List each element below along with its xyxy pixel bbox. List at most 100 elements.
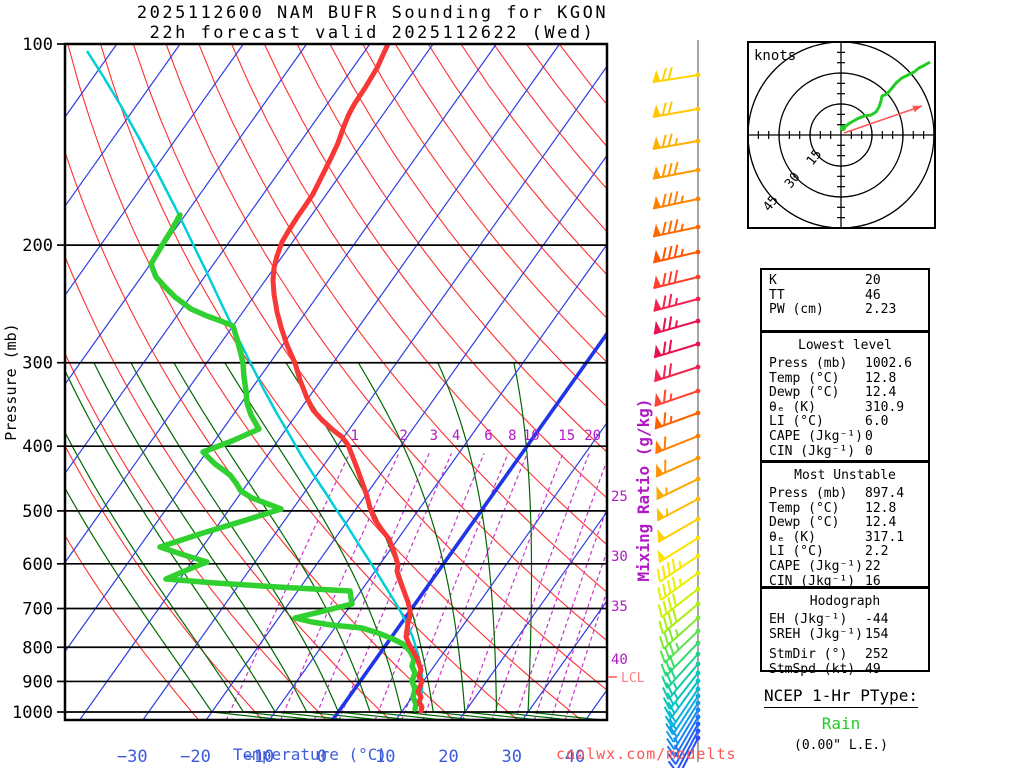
- stat-value: 46: [865, 287, 881, 303]
- mixing-ratio-label-right: 40: [611, 652, 628, 668]
- stat-row: θₑ (K) 310.9: [769, 399, 928, 416]
- isotherm-line: [65, 44, 181, 208]
- mixing-ratio-line: [491, 453, 590, 720]
- stat-label: TT: [769, 287, 785, 303]
- stat-value: 6.0: [865, 414, 889, 430]
- stat-row: Dewp (°C) 12.4: [769, 516, 928, 531]
- stat-value: 12.8: [865, 500, 897, 516]
- isotherm-line: [65, 44, 497, 653]
- wind-barb: [665, 700, 701, 743]
- wind-barb: [652, 66, 701, 84]
- mixing-ratio-line: [533, 506, 607, 720]
- stat-label: EH (Jkg⁻¹): [769, 612, 848, 627]
- hodograph-trace: [842, 60, 931, 130]
- moist-adiabat-line: [93, 362, 308, 713]
- wind-barb: [652, 244, 701, 264]
- ptype-panel: NCEP 1-Hr PType: Rain (0.00" L.E.): [745, 686, 937, 753]
- hodo-stats-header: Hodograph: [809, 594, 881, 609]
- isotherm-line: [79, 44, 561, 720]
- stat-row: Press (mb) 1002.6: [769, 356, 928, 372]
- wind-barb: [657, 535, 701, 564]
- ptype-value: Rain: [821, 714, 861, 733]
- stat-label: CIN (Jkg⁻¹): [769, 573, 856, 589]
- mixing-ratio-label: 10: [523, 428, 540, 444]
- pressure-tick-label: 700: [22, 600, 53, 620]
- stat-label: Press (mb): [769, 356, 848, 371]
- mixing-ratio-label-right: 30: [611, 549, 628, 565]
- stat-row: LI (°C) 2.2: [769, 545, 928, 560]
- stat-label: θₑ (K): [769, 399, 816, 415]
- stat-label: LI (°C): [769, 414, 824, 430]
- mixing-ratio-line: [401, 453, 509, 720]
- pressure-tick-label: 800: [22, 638, 53, 658]
- pressure-tick-label: 300: [22, 354, 53, 374]
- stat-label: θₑ (K): [769, 529, 816, 545]
- temperature-curve: [270, 44, 425, 714]
- stat-value: -44: [865, 612, 889, 627]
- wind-barb: [662, 661, 701, 700]
- hodograph-ring-label: 30: [782, 170, 803, 192]
- stat-value: 1002.6: [865, 356, 912, 371]
- wind-barb: [652, 191, 701, 210]
- pressure-tick-label: 600: [22, 555, 53, 575]
- mixing-ratio-line: [374, 453, 485, 720]
- stat-row: CAPE (Jkg⁻¹) 0: [769, 428, 928, 445]
- dry-adiabat-line: [132, 44, 607, 691]
- wind-barb: [652, 133, 701, 150]
- hodograph-border: [747, 41, 936, 229]
- wind-barb: [667, 728, 701, 768]
- moist-adiabat-line: [65, 486, 213, 713]
- wind-barb: [654, 410, 701, 430]
- stat-label: StmSpd (kt): [769, 661, 856, 677]
- temp-tick-label: 40: [565, 747, 585, 767]
- stat-row: θₑ (K) 317.1: [769, 529, 928, 546]
- stat-row: PW (cm) 2.23: [769, 303, 928, 318]
- wind-barb: [665, 693, 701, 736]
- temp-tick-label: 0: [317, 747, 327, 767]
- stat-row: EH (Jkg⁻¹) -44: [769, 612, 928, 628]
- stat-value: 12.4: [865, 515, 897, 531]
- moist-adiabat-line: [437, 362, 498, 713]
- lowest-level-panel: Lowest level Press (mb) 1002.6 Temp (°C) 12.…: [760, 331, 930, 462]
- watermark-link[interactable]: coolwx.com/modelts: [556, 745, 737, 763]
- chart-title-line2: 22h forecast valid 2025112622 (Wed): [149, 23, 596, 43]
- isotherm-line: [521, 599, 607, 720]
- pressure-tick-label: 900: [22, 672, 53, 692]
- hodograph-ring-label: 15: [804, 147, 825, 169]
- stat-value: 0: [865, 428, 873, 444]
- indices-panel: K 20 TT 46 PW (cm) 2.23: [760, 268, 930, 332]
- lcl-label: LCL: [621, 671, 645, 686]
- mixing-ratio-label: 8: [508, 428, 516, 444]
- isotherm-line: [65, 44, 244, 297]
- stat-value: 49: [865, 661, 881, 677]
- wind-barb: [661, 651, 701, 689]
- isotherm-line: [65, 44, 308, 386]
- wind-barb: [655, 455, 701, 478]
- wind-barb: [653, 339, 701, 359]
- wind-barb: [664, 686, 701, 728]
- stat-row: CIN (Jkg⁻¹) 0: [769, 443, 928, 460]
- stat-row: SREH (Jkg⁻¹) 154: [769, 627, 928, 643]
- wind-barb: [657, 516, 701, 543]
- pressure-axis-label: Pressure (mb): [2, 323, 20, 440]
- pressure-tick-label: 500: [22, 502, 53, 522]
- moist-adiabat-line: [65, 431, 244, 713]
- stat-value: 897.4: [865, 486, 905, 501]
- dewpoint-curve: [148, 212, 419, 712]
- stat-label: StmDir (°): [769, 647, 848, 663]
- stat-value: 12.4: [865, 385, 897, 401]
- zero-isotherm-line: [331, 330, 607, 720]
- isotherm-line: [395, 421, 607, 720]
- ptype-liquid-equivalent: (0.00" L.E.): [794, 738, 888, 753]
- stat-label: CIN (Jkg⁻¹): [769, 443, 856, 459]
- moist-adiabat-line: [65, 369, 276, 713]
- mixing-ratio-label: 4: [452, 428, 460, 444]
- mixing-ratio-label-right: 25: [611, 489, 628, 505]
- stat-label: K: [769, 273, 777, 288]
- stat-row: CIN (Jkg⁻¹) 16: [769, 573, 928, 590]
- stat-label: Temp (°C): [769, 370, 840, 386]
- dry-adiabat-line: [362, 44, 607, 364]
- wind-barb: [653, 316, 701, 335]
- stat-row: Dewp (°C) 12.4: [769, 386, 928, 401]
- isotherm-line: [142, 65, 607, 720]
